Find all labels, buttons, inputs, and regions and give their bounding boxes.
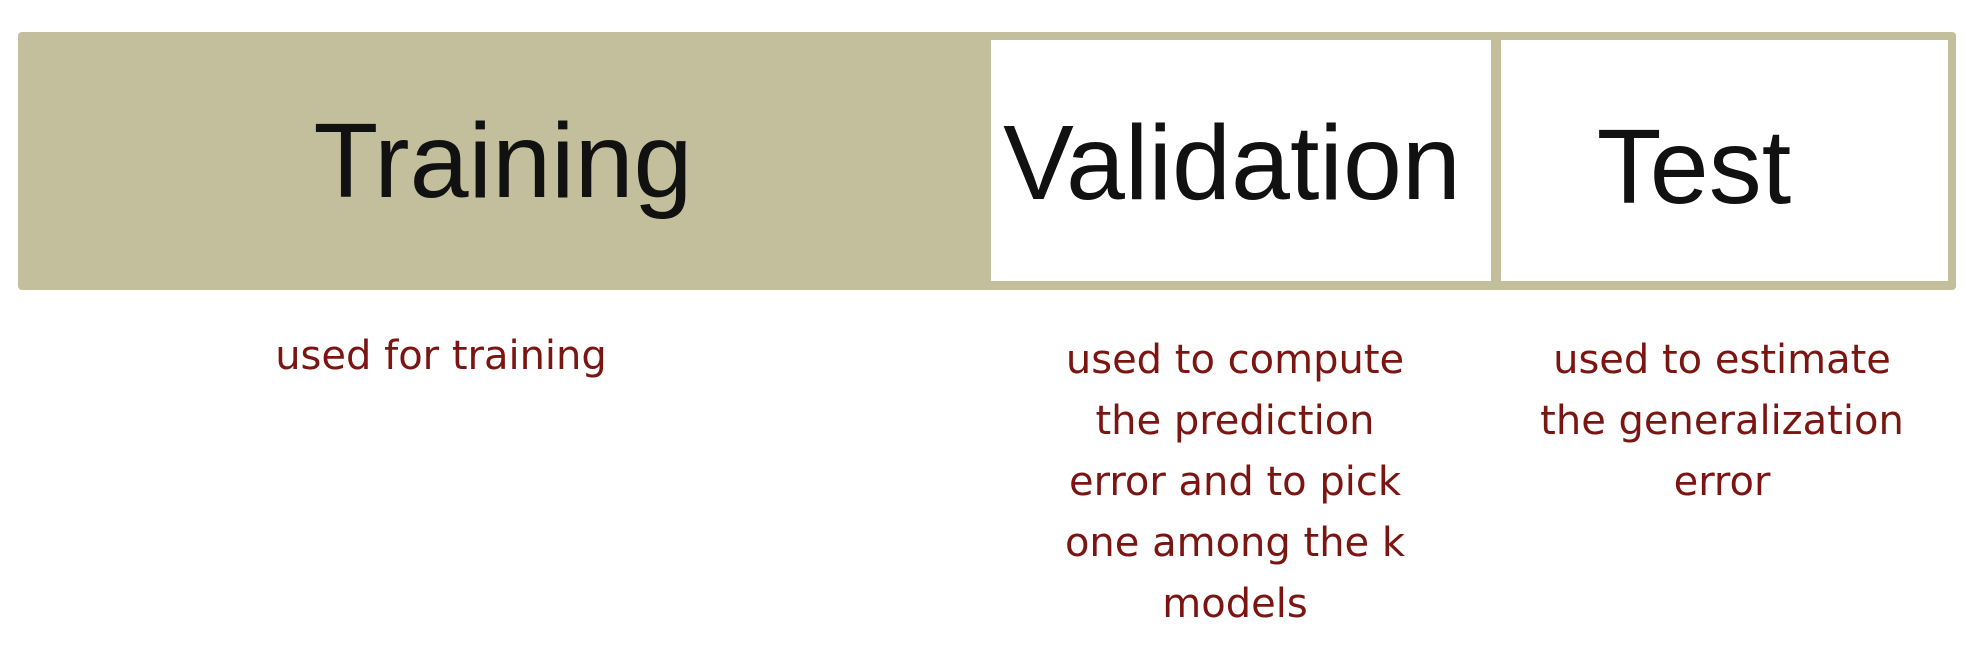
- validation-description: used to compute the prediction error and…: [1064, 337, 1406, 627]
- validation-segment: [991, 40, 1491, 281]
- validation-label: Validation: [1003, 104, 1461, 222]
- test-segment: [1501, 40, 1948, 281]
- training-label: Training: [313, 102, 693, 220]
- test-description: used to estimate the generalization erro…: [1540, 337, 1904, 505]
- training-description: used for training: [275, 333, 607, 379]
- test-label: Test: [1596, 108, 1792, 226]
